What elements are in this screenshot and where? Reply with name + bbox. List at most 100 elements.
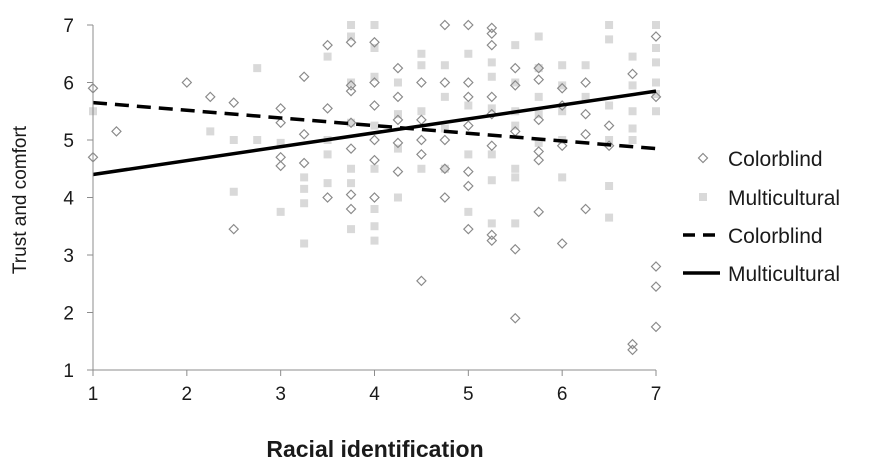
legend-diamond-marker	[697, 152, 709, 164]
multicultural-point	[534, 64, 543, 73]
colorblind-point	[533, 114, 545, 126]
multicultural-point	[652, 21, 660, 29]
colorblind-point	[369, 134, 380, 146]
multicultural-point	[417, 107, 426, 116]
colorblind-point	[345, 117, 357, 129]
x-tick-label: 4	[369, 384, 380, 405]
multicultural-point	[253, 136, 262, 144]
multicultural-point	[300, 239, 309, 248]
legend-entry: Colorblind	[697, 148, 823, 171]
multicultural-point	[581, 61, 590, 70]
colorblind-point	[275, 103, 287, 114]
multicultural-point	[370, 72, 379, 81]
multicultural-point	[206, 127, 215, 136]
multicultural-point	[605, 101, 614, 110]
colorblind-point	[533, 206, 545, 218]
colorblind-point	[322, 39, 333, 51]
multicultural-point	[229, 187, 238, 196]
colorblind-point	[392, 166, 404, 177]
multicultural-point	[347, 118, 356, 127]
multicultural-point	[253, 64, 262, 73]
colorblind-point	[439, 134, 451, 146]
colorblind-point	[486, 91, 498, 103]
colorblind-point	[345, 80, 357, 91]
colorblind-point	[392, 91, 404, 103]
colorblind-point	[580, 128, 591, 140]
multicultural-point	[417, 164, 426, 173]
y-tick-label: 5	[63, 131, 74, 152]
multicultural-point	[652, 44, 660, 52]
colorblind-point	[275, 160, 287, 172]
multicultural-point	[393, 193, 402, 202]
colorblind-point	[369, 77, 380, 88]
colorblind-point	[650, 281, 662, 292]
x-tick-label: 1	[88, 384, 99, 405]
colorblind-point	[486, 108, 498, 120]
multicultural-point	[558, 107, 567, 116]
multicultural-point	[370, 164, 379, 173]
multicultural-point	[440, 164, 449, 173]
multicultural-point	[487, 219, 496, 228]
multicultural-point	[370, 21, 379, 29]
colorblind-point	[275, 117, 287, 129]
legend-label: Colorblind	[728, 148, 823, 171]
multicultural-point	[487, 58, 496, 67]
colorblind-point	[228, 97, 240, 108]
legend-entry: Colorblind	[683, 225, 823, 248]
multicultural-trend-line	[92, 89, 657, 177]
colorblind-point	[322, 192, 333, 203]
y-tick-label: 4	[63, 189, 74, 210]
colorblind-point	[556, 238, 568, 249]
y-tick-label: 1	[63, 361, 74, 382]
multicultural-point	[534, 32, 543, 41]
colorblind-point	[392, 62, 404, 74]
multicultural-point	[628, 136, 637, 144]
colorblind-point	[603, 120, 615, 131]
multicultural-point	[558, 61, 567, 70]
colorblind-point	[486, 235, 498, 246]
axes: 1 2 3 4 5 6 7 1 2 3 4 5 6 7	[63, 16, 661, 405]
multicultural-point	[347, 21, 356, 29]
multicultural-point	[511, 41, 520, 50]
y-tick-label: 3	[63, 246, 74, 267]
colorblind-point	[228, 223, 240, 235]
legend-entry: Multicultural	[699, 187, 840, 210]
colorblind-point	[204, 91, 216, 103]
colorblind-point	[322, 103, 333, 114]
multicultural-point	[229, 136, 238, 144]
multicultural-point	[370, 236, 379, 245]
colorblind-point	[509, 62, 521, 74]
multicultural-point	[605, 213, 614, 222]
colorblind-point	[275, 151, 287, 163]
colorblind-point	[439, 163, 451, 175]
colorblind-point	[462, 91, 474, 103]
multicultural-point	[417, 61, 426, 70]
multicultural-point	[511, 164, 520, 173]
colorblind-point	[650, 321, 662, 333]
colorblind-point	[462, 77, 474, 88]
multicultural-point	[487, 72, 496, 81]
y-tick-label: 7	[63, 16, 74, 37]
multicultural-point	[605, 21, 614, 29]
multicultural-point	[628, 107, 637, 116]
multicultural-point	[558, 173, 567, 182]
colorblind-point	[556, 140, 568, 152]
legend: Colorblind Multicultural Colorblind Multicu…	[683, 148, 840, 286]
multicultural-point	[347, 78, 356, 87]
colorblind-point	[627, 344, 638, 356]
colorblind-point	[462, 19, 474, 31]
x-tick-label: 7	[651, 384, 662, 405]
multicultural-point	[393, 144, 402, 153]
multicultural-point	[347, 225, 356, 234]
colorblind-trend-line	[92, 100, 657, 151]
legend-label: Multicultural	[728, 263, 840, 286]
legend-label: Colorblind	[728, 225, 823, 248]
colorblind-point	[345, 203, 357, 215]
colorblind-point	[462, 180, 474, 192]
multicultural-point	[440, 124, 449, 133]
colorblind-point	[369, 36, 380, 48]
multicultural-point	[440, 92, 449, 101]
multicultural-point	[440, 61, 449, 70]
colorblind-point	[627, 338, 638, 350]
